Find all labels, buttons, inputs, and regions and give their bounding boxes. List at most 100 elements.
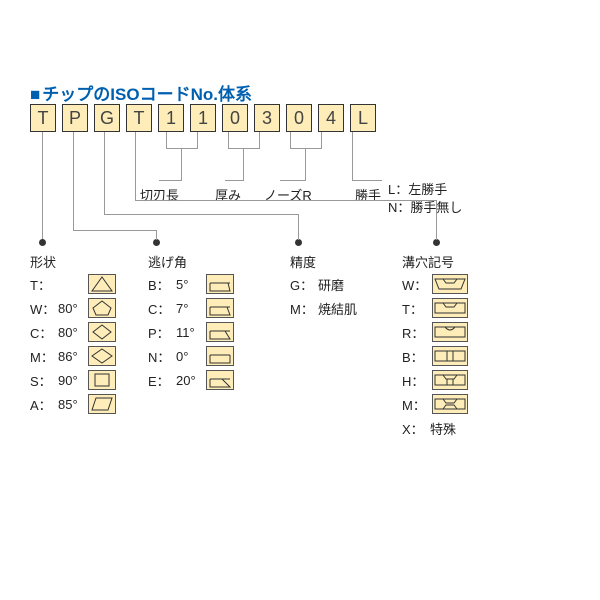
key-label: T： xyxy=(402,299,430,318)
key-label: X： xyxy=(402,419,430,438)
key-label: P： xyxy=(148,323,176,342)
value-label: 0° xyxy=(176,349,204,364)
value-label: 5° xyxy=(176,277,204,292)
connector-line xyxy=(352,132,353,180)
connector-line xyxy=(166,148,198,149)
label-hand: 勝手 xyxy=(355,185,381,204)
shape-row: M：86° xyxy=(30,347,116,365)
connector-line xyxy=(259,132,260,148)
value-label: 研磨 xyxy=(318,275,344,294)
bullet-icon xyxy=(433,239,440,246)
shape-row: S：90° xyxy=(30,371,116,389)
value-label: 80° xyxy=(58,325,86,340)
code-box: 1 xyxy=(158,104,184,132)
connector-line xyxy=(73,230,157,231)
key-label: B： xyxy=(402,347,430,366)
label-nose-r: ノーズR xyxy=(264,185,312,204)
rhombus-m-icon xyxy=(88,346,116,366)
connector-line xyxy=(166,132,167,148)
relief-row: B：5° xyxy=(148,275,234,293)
connector-line xyxy=(225,180,244,181)
hole-row: M： xyxy=(402,395,468,413)
shape-row: C：80° xyxy=(30,323,116,341)
value-label: 80° xyxy=(58,301,86,316)
code-box: P xyxy=(62,104,88,132)
square-icon xyxy=(88,370,116,390)
tolerance-row: M：焼結肌 xyxy=(290,299,357,317)
connector-line xyxy=(104,132,105,214)
hole-row: X：特殊 xyxy=(402,419,468,437)
value-label: 90° xyxy=(58,373,86,388)
relief-7-icon xyxy=(206,298,234,318)
hole-column: 溝穴記号 W： T： R： B： H： M： X：特殊 xyxy=(402,252,468,443)
hole-row: R： xyxy=(402,323,468,341)
key-label: N： xyxy=(148,347,176,366)
value-label: 焼結肌 xyxy=(318,299,357,318)
hole-row: H： xyxy=(402,371,468,389)
key-label: M： xyxy=(290,299,318,318)
code-box: 0 xyxy=(286,104,312,132)
connector-line xyxy=(135,132,136,200)
trigon-icon xyxy=(88,298,116,318)
relief-0-icon xyxy=(206,346,234,366)
code-row: T P G T 1 1 0 3 0 4 L xyxy=(30,104,382,132)
value-label: 特殊 xyxy=(430,419,456,438)
label-cutting-length: 切刃長 xyxy=(140,185,179,204)
connector-line xyxy=(104,214,299,215)
page-title: ■チップのISOコードNo.体系 xyxy=(30,80,252,105)
connector-line xyxy=(280,180,306,181)
shape-header: 形状 xyxy=(30,252,116,271)
bullet-icon xyxy=(39,239,46,246)
value-label: 20° xyxy=(176,373,204,388)
code-box: 4 xyxy=(318,104,344,132)
key-label: R： xyxy=(402,323,430,342)
connector-line xyxy=(228,132,229,148)
value-label: 7° xyxy=(176,301,204,316)
hole-row: B： xyxy=(402,347,468,365)
code-box: T xyxy=(126,104,152,132)
relief-5-icon xyxy=(206,274,234,294)
tolerance-row: G：研磨 xyxy=(290,275,357,293)
shape-row: A：85° xyxy=(30,395,116,413)
hole-header: 溝穴記号 xyxy=(402,252,468,271)
connector-line xyxy=(290,132,291,148)
code-box: G xyxy=(94,104,120,132)
key-label: T： xyxy=(30,275,58,294)
key-label: S： xyxy=(30,371,58,390)
key-label: B： xyxy=(148,275,176,294)
label-hand-l: L：左勝手 xyxy=(388,179,447,198)
hole-t-icon xyxy=(432,298,468,318)
connector-line xyxy=(305,148,306,180)
code-box: 1 xyxy=(190,104,216,132)
triangle-icon xyxy=(88,274,116,294)
connector-line xyxy=(352,180,382,181)
bullet-icon xyxy=(295,239,302,246)
key-label: A： xyxy=(30,395,58,414)
parallelogram-icon xyxy=(88,394,116,414)
connector-line xyxy=(228,148,260,149)
shape-row: T： xyxy=(30,275,116,293)
relief-row: C：7° xyxy=(148,299,234,317)
key-label: H： xyxy=(402,371,430,390)
key-label: M： xyxy=(30,347,58,366)
connector-line xyxy=(243,148,244,180)
hole-m-icon xyxy=(432,394,468,414)
code-box: L xyxy=(350,104,376,132)
code-box: T xyxy=(30,104,56,132)
relief-row: P：11° xyxy=(148,323,234,341)
relief-row: N：0° xyxy=(148,347,234,365)
connector-line xyxy=(197,132,198,148)
key-label: G： xyxy=(290,275,318,294)
value-label: 85° xyxy=(58,397,86,412)
key-label: W： xyxy=(402,275,430,294)
connector-line xyxy=(436,200,437,240)
key-label: W： xyxy=(30,299,58,318)
key-label: M： xyxy=(402,395,430,414)
label-thickness: 厚み xyxy=(215,185,241,204)
shape-row: W：80° xyxy=(30,299,116,317)
code-box: 3 xyxy=(254,104,280,132)
connector-line xyxy=(135,200,437,201)
hole-b-icon xyxy=(432,346,468,366)
tolerance-column: 精度 G：研磨 M：焼結肌 xyxy=(290,252,357,323)
relief-11-icon xyxy=(206,322,234,342)
